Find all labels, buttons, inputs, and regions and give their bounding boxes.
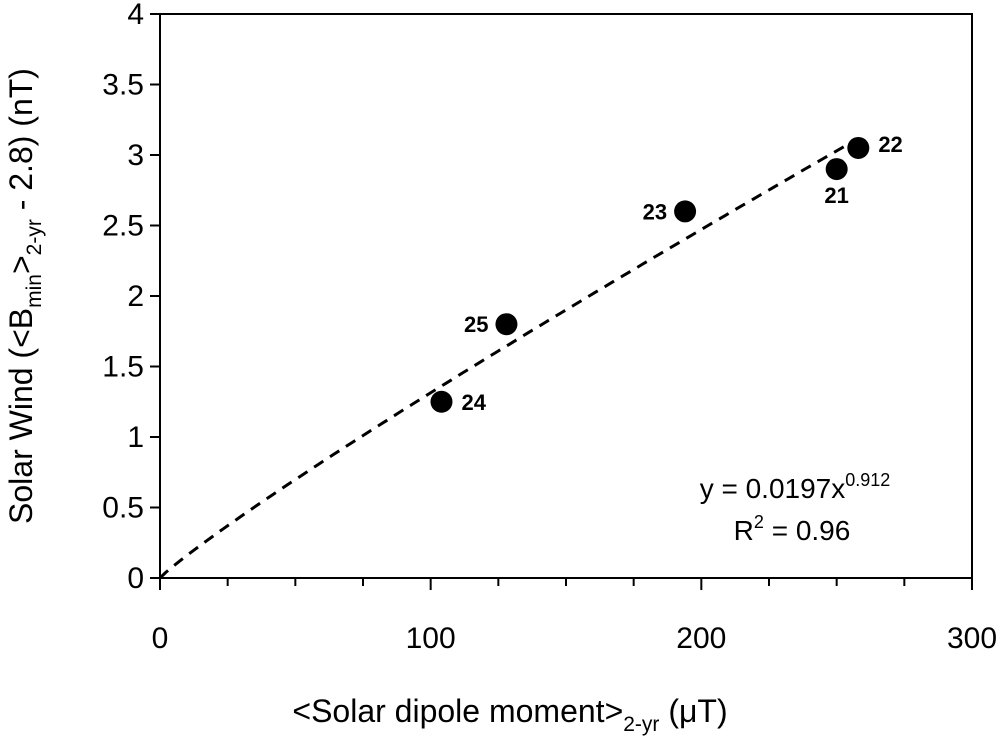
y-tick-label: 2.5	[102, 210, 144, 243]
y-tick-label: 4	[127, 0, 144, 31]
y-axis-title: Solar Wind (<Bmin>2-yr - 2.8) (nT)	[3, 68, 46, 524]
y-tick-label: 0	[127, 562, 144, 595]
x-tick-label: 100	[406, 622, 456, 655]
x-axis-ticks	[159, 578, 973, 590]
point-label: 22	[878, 132, 902, 157]
point-label: 21	[824, 183, 848, 208]
y-tick-label: 3	[127, 139, 144, 172]
x-tick-label: 0	[152, 622, 169, 655]
point-label: 25	[464, 312, 488, 337]
x-tick-label: 200	[676, 622, 726, 655]
data-point	[495, 313, 518, 336]
x-axis-tick-labels: 0 100 200 300	[152, 622, 997, 655]
y-tick-label: 2	[127, 280, 144, 313]
data-point	[674, 200, 697, 223]
y-axis-tick-labels: 0 0.5 1 1.5 2 2.5 3 3.5 4	[102, 0, 144, 595]
data-points	[430, 136, 870, 413]
plot-area-frame	[159, 13, 973, 579]
y-tick-label: 1	[127, 421, 144, 454]
y-tick-label: 0.5	[102, 492, 144, 525]
x-tick-label: 300	[947, 622, 997, 655]
point-label: 24	[461, 390, 486, 415]
trendline-equation: y = 0.0197x0.912	[700, 470, 891, 504]
data-point	[825, 158, 848, 181]
data-point	[430, 390, 453, 413]
point-label: 23	[643, 199, 667, 224]
y-axis-ticks	[150, 13, 160, 579]
x-axis-title: <Solar dipole moment>2-yr (μT)	[292, 693, 727, 736]
y-tick-label: 3.5	[102, 69, 144, 102]
data-point	[847, 136, 870, 159]
y-tick-label: 1.5	[102, 351, 144, 384]
r-squared-label: R2 = 0.96	[734, 512, 851, 546]
power-trendline	[158, 137, 860, 580]
data-point-labels: 21 22 23 24 25	[461, 132, 902, 415]
